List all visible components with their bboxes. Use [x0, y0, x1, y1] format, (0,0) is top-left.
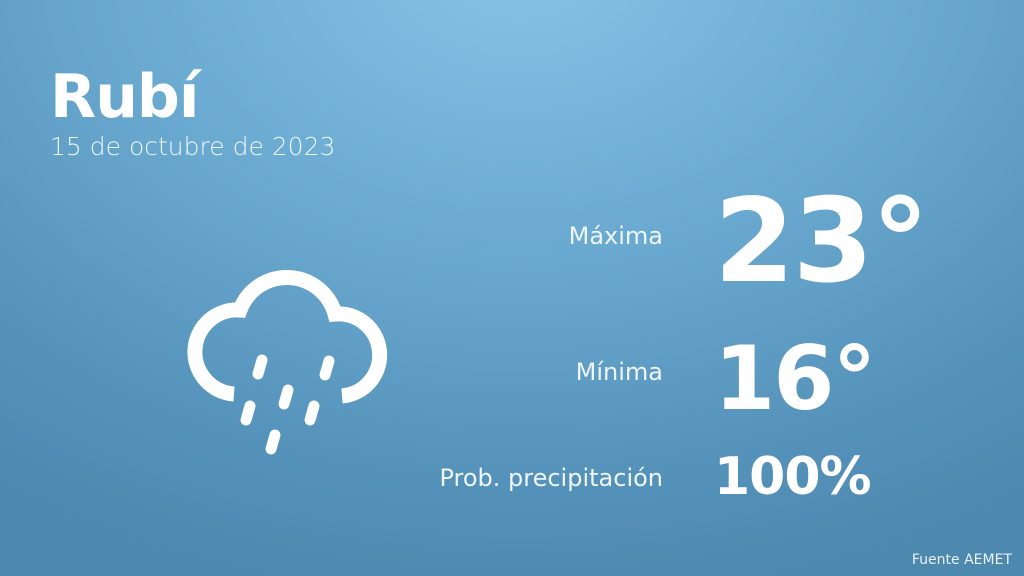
max-temp-label: Máxima — [568, 222, 663, 250]
max-temp-value: 23° — [714, 174, 929, 309]
forecast-date: 15 de octubre de 2023 — [50, 132, 336, 161]
min-temp-value: 16° — [714, 327, 876, 430]
city-name: Rubí — [50, 62, 199, 132]
precip-label: Prob. precipitación — [439, 464, 663, 492]
precip-value: 100% — [714, 447, 872, 507]
source-credit: Fuente AEMET — [911, 552, 1012, 568]
min-temp-label: Mínima — [575, 358, 663, 386]
